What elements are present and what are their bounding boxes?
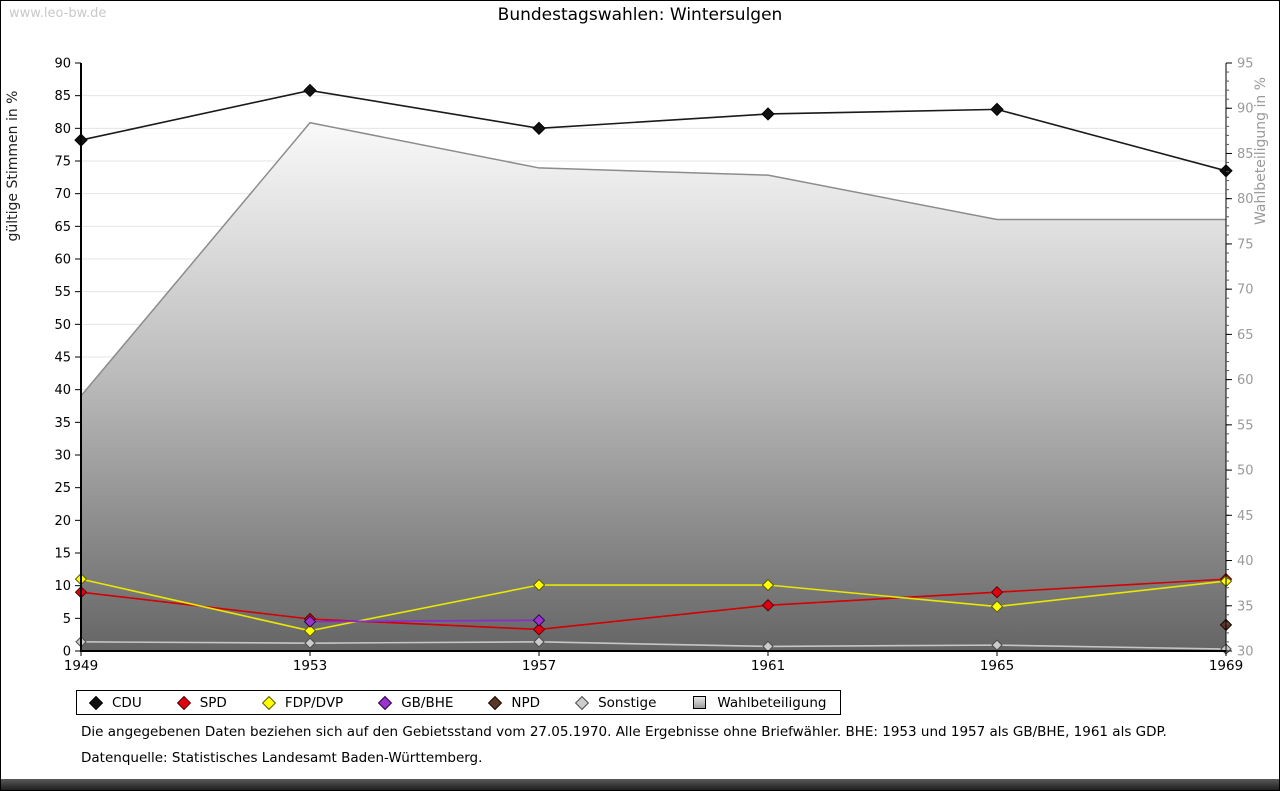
svg-text:65: 65 [54, 220, 71, 235]
series-fdp-dvp [74, 572, 1233, 637]
svg-text:20: 20 [54, 514, 71, 529]
svg-text:45: 45 [1237, 509, 1254, 524]
data-point-spd [990, 585, 1004, 599]
legend-item-spd: SPD [176, 694, 227, 711]
svg-text:15: 15 [54, 547, 71, 562]
left-axis-title: gültige Stimmen in % [5, 91, 21, 242]
svg-text:75: 75 [54, 155, 71, 170]
gb-bhe-marker-icon [378, 695, 393, 710]
data-point-cdu [303, 83, 317, 98]
data-point-fdp-dvp [761, 578, 775, 592]
svg-text:80: 80 [1237, 192, 1254, 207]
svg-text:65: 65 [1237, 328, 1254, 343]
data-point-fdp-dvp [532, 578, 546, 592]
svg-text:1957: 1957 [522, 658, 556, 674]
svg-text:85: 85 [1237, 147, 1254, 162]
svg-text:60: 60 [1237, 373, 1254, 388]
legend-item-sonstige: Sonstige [574, 694, 657, 711]
svg-text:95: 95 [1237, 57, 1254, 72]
svg-text:35: 35 [54, 416, 71, 431]
svg-text:10: 10 [54, 579, 71, 594]
svg-text:1969: 1969 [1209, 658, 1243, 674]
data-point-sonstige [533, 636, 545, 648]
legend-item-npd: NPD [488, 694, 541, 711]
legend-label: NPD [511, 694, 541, 711]
legend-label: Sonstige [598, 694, 657, 711]
svg-text:55: 55 [1237, 418, 1254, 433]
series-gb-bhe [303, 614, 546, 628]
svg-text:1961: 1961 [751, 658, 785, 674]
svg-text:30: 30 [54, 449, 71, 464]
svg-text:30: 30 [1237, 645, 1254, 660]
legend-item-cdu: CDU [88, 694, 142, 711]
svg-text:90: 90 [1237, 102, 1254, 117]
data-point-cdu [532, 121, 546, 136]
fdp-dvp-marker-icon [261, 695, 276, 710]
svg-text:35: 35 [1237, 599, 1254, 614]
svg-text:0: 0 [63, 645, 71, 660]
svg-text:1953: 1953 [293, 658, 327, 674]
bottom-bar [1, 779, 1279, 790]
svg-text:75: 75 [1237, 237, 1254, 252]
svg-text:50: 50 [54, 318, 71, 333]
legend-label: FDP/DVP [284, 694, 344, 711]
series-wahlbeteiligung [80, 121, 1226, 652]
cdu-marker-icon [88, 695, 104, 710]
svg-text:50: 50 [1237, 464, 1254, 479]
footnote-data-note: Die angegebenen Daten beziehen sich auf … [81, 724, 1167, 740]
data-point-cdu [990, 102, 1004, 117]
series-cdu [74, 83, 1233, 178]
legend-label: SPD [199, 694, 227, 711]
data-point-fdp-dvp [990, 600, 1004, 613]
data-point-spd [532, 623, 546, 636]
series-spd [74, 572, 1233, 636]
svg-text:90: 90 [54, 57, 71, 72]
npd-marker-icon [488, 695, 503, 710]
chart-title: Bundestagswahlen: Wintersulgen [497, 5, 783, 25]
watermark: www.leo-bw.de [9, 6, 107, 21]
legend-label: Wahlbeteiligung [717, 694, 827, 711]
legend-item-wahlbeteiligung: Wahlbeteiligung [693, 695, 826, 711]
legend-label: GB/BHE [401, 694, 454, 711]
svg-text:45: 45 [54, 351, 71, 366]
svg-text:55: 55 [54, 285, 71, 300]
svg-text:60: 60 [54, 253, 71, 268]
sonstige-marker-icon [574, 695, 590, 710]
svg-text:25: 25 [54, 481, 71, 496]
footnote-data-source: Datenquelle: Statistisches Landesamt Bad… [81, 750, 483, 766]
svg-text:40: 40 [1237, 554, 1254, 569]
svg-text:85: 85 [54, 89, 71, 104]
svg-text:5: 5 [63, 612, 71, 627]
right-axis-title: Wahlbeteiligung in % [1253, 77, 1269, 225]
data-point-sonstige [304, 637, 316, 649]
svg-text:80: 80 [54, 122, 71, 137]
legend-item-gb-bhe: GB/BHE [378, 694, 454, 711]
data-point-cdu [761, 107, 775, 121]
data-point-gb-bhe [303, 615, 317, 628]
data-point-spd [761, 599, 775, 612]
svg-text:1949: 1949 [64, 658, 98, 674]
wahlbeteiligung-marker-icon [693, 696, 707, 709]
svg-text:1965: 1965 [980, 658, 1014, 674]
legend-label: CDU [112, 694, 142, 711]
axes: 0 5 10 15 20 25 30 35 40 45 50 55 60 65 70 75 80 85 90 30 35… [54, 57, 1253, 675]
data-point-gb-bhe [532, 614, 546, 627]
spd-marker-icon [176, 695, 191, 710]
data-point-fdp-dvp [303, 624, 317, 637]
chart-legend: CDU SPD FDP/DVP GB/BHE NPD Sonstige Wahlbeteil… [76, 690, 842, 715]
legend-item-fdp-dvp: FDP/DVP [261, 694, 344, 711]
svg-text:70: 70 [54, 187, 71, 202]
svg-text:40: 40 [54, 383, 71, 398]
svg-text:70: 70 [1237, 283, 1254, 298]
